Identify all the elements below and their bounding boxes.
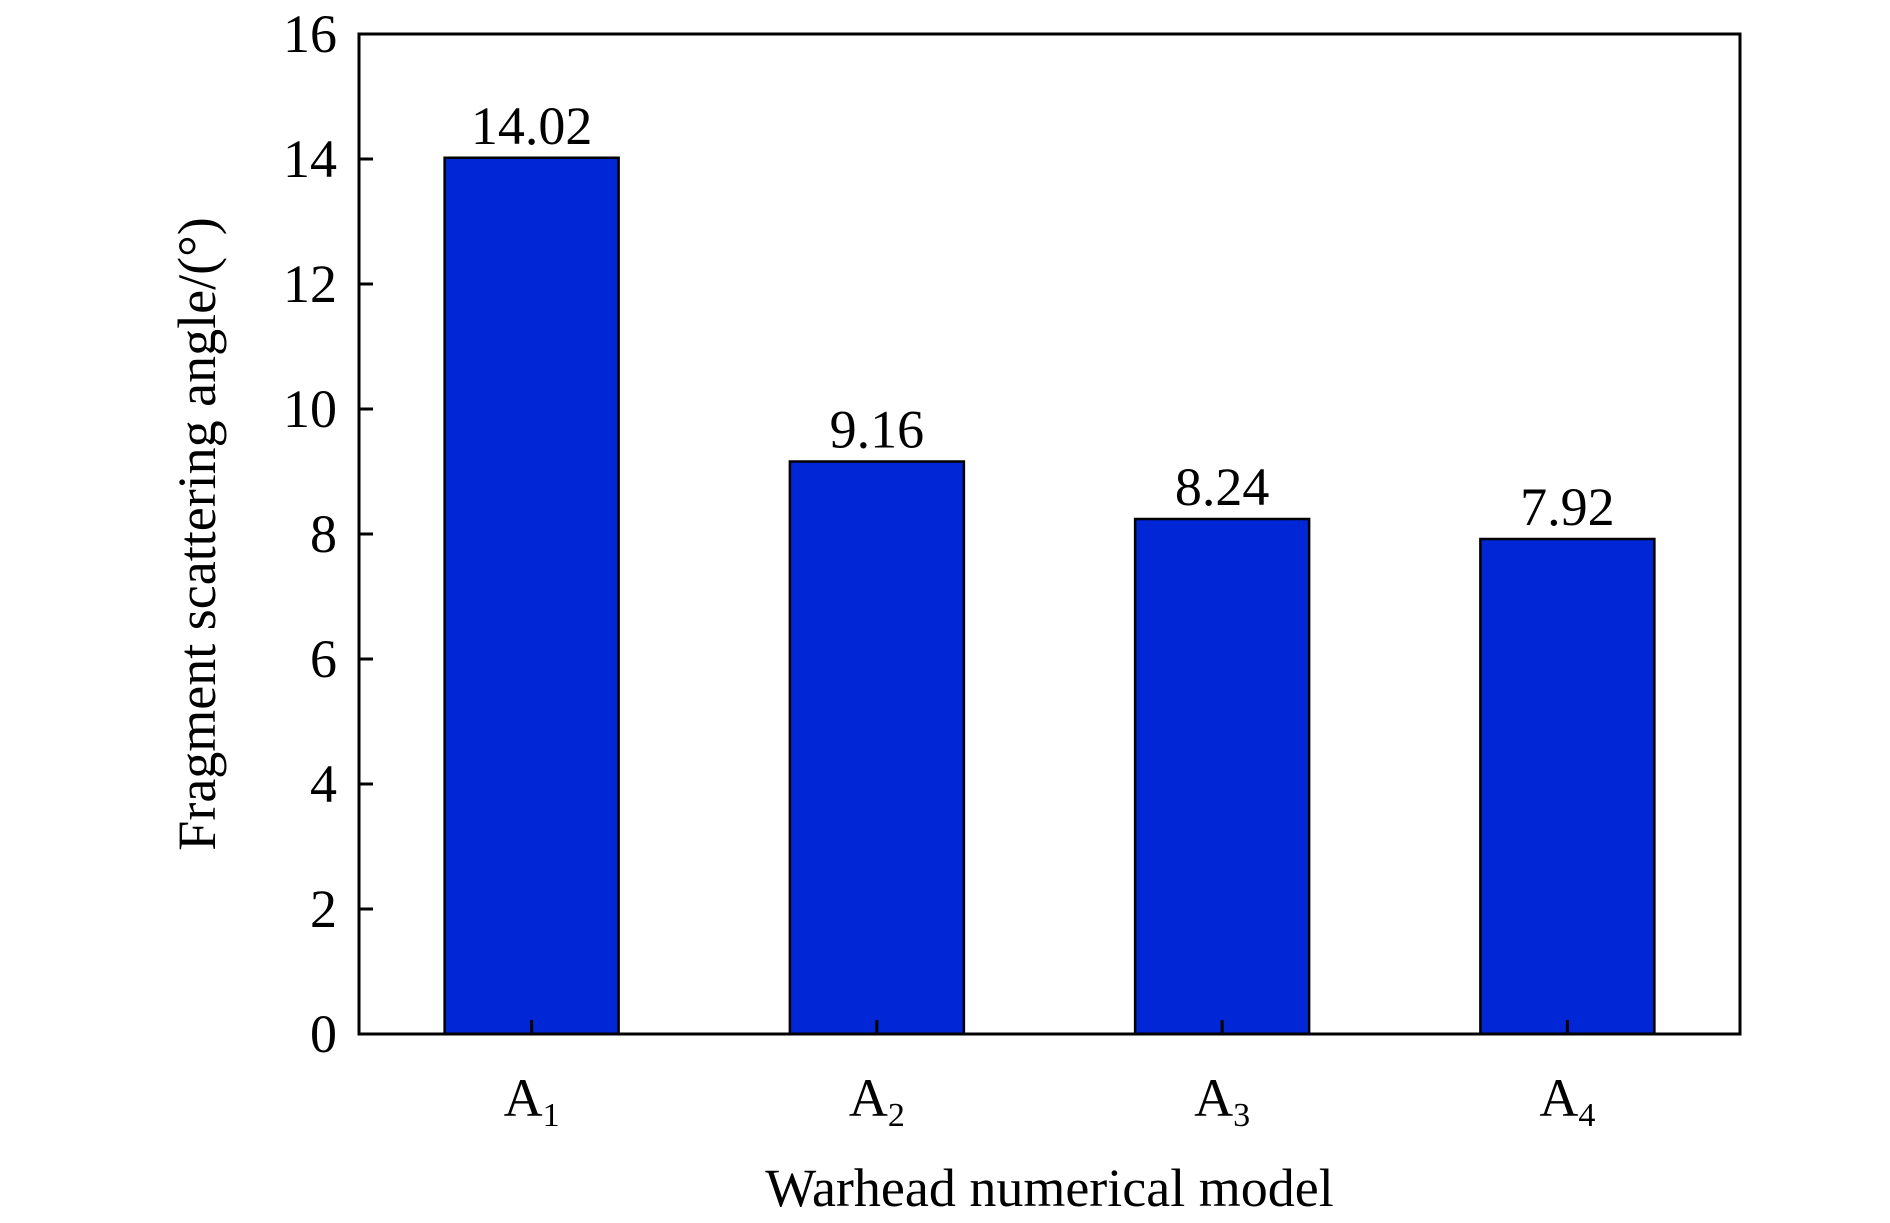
ticks-layer bbox=[359, 32, 1569, 1036]
y-tick-label: 8 bbox=[310, 504, 337, 564]
bar bbox=[443, 156, 620, 1036]
y-tick-label: 14 bbox=[283, 129, 337, 189]
x-tick-label: A3 bbox=[1194, 1068, 1250, 1134]
bar bbox=[1479, 537, 1656, 1036]
bar bbox=[788, 460, 966, 1036]
y-tick-label: 16 bbox=[283, 4, 337, 64]
y-tick-label: 6 bbox=[310, 629, 337, 689]
bar bbox=[1133, 517, 1311, 1036]
data-label: 9.16 bbox=[830, 400, 925, 460]
x-tick-label: A4 bbox=[1539, 1068, 1595, 1134]
x-tick-label: A1 bbox=[504, 1068, 560, 1134]
y-tick-label: 10 bbox=[283, 379, 337, 439]
y-tick-label: 12 bbox=[283, 254, 337, 314]
x-axis-label: Warhead numerical model bbox=[765, 1158, 1333, 1218]
y-axis-label: Fragment scattering angle/(°) bbox=[167, 217, 227, 850]
data-label: 14.02 bbox=[471, 96, 593, 156]
labels-layer: 0 2 4 6 8 10 12 14 16 14.02 A1 9.16 A2 8.24 A3 7.92 A4 bbox=[283, 4, 1615, 1134]
data-label: 7.92 bbox=[1520, 477, 1615, 537]
y-tick-label: 0 bbox=[310, 1004, 337, 1064]
plot-frame bbox=[357, 32, 1742, 1036]
bars-layer bbox=[443, 156, 1656, 1036]
y-tick-label: 2 bbox=[310, 879, 337, 939]
x-tick-label: A2 bbox=[849, 1068, 905, 1134]
y-tick-label: 4 bbox=[310, 754, 337, 814]
data-label: 8.24 bbox=[1175, 457, 1270, 517]
